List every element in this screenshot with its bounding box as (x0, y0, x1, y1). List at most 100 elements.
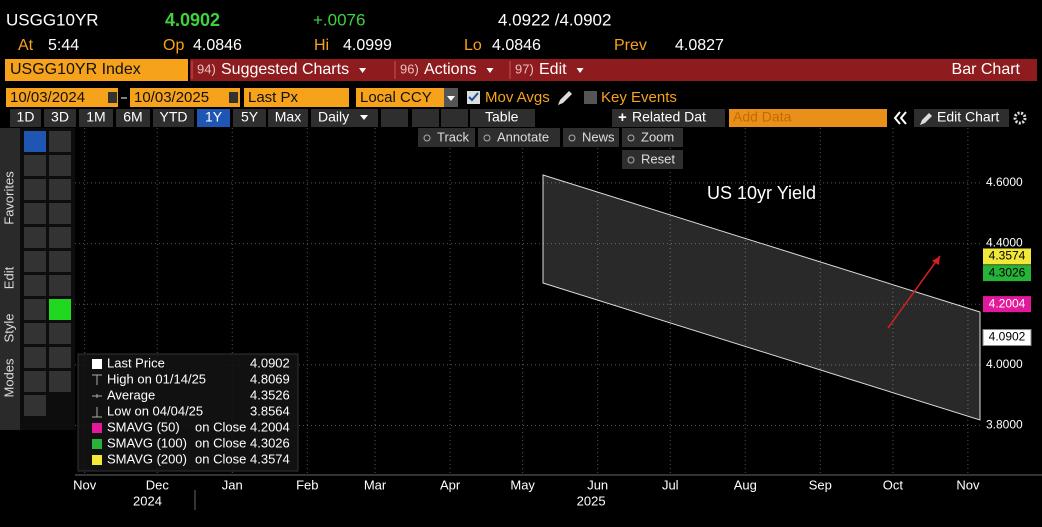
chart-tool-label[interactable]: Annotate (497, 129, 549, 144)
tool-button[interactable] (24, 155, 46, 176)
tool-button[interactable] (24, 179, 46, 200)
tool-button[interactable] (24, 251, 46, 272)
tool-icon[interactable] (412, 109, 439, 127)
tool-button[interactable] (49, 347, 71, 368)
menu-number[interactable]: 94) (197, 61, 216, 76)
year-label: 2025 (577, 493, 606, 508)
annotation: US 10yr Yield (707, 183, 816, 203)
period-button[interactable] (116, 109, 150, 127)
key-events-check[interactable] (584, 91, 597, 104)
chart-tool-label[interactable]: Reset (641, 151, 675, 166)
chart-tool[interactable] (563, 128, 619, 147)
sidebar-tab[interactable]: Modes (1, 358, 16, 398)
tool-button[interactable] (49, 131, 71, 152)
tool-button[interactable] (24, 275, 46, 296)
chart-tool[interactable] (622, 150, 683, 169)
legend-icon (92, 394, 102, 398)
frequency-button[interactable] (311, 109, 378, 127)
period-button[interactable] (44, 109, 76, 127)
tool-button[interactable] (49, 155, 71, 176)
tool-button[interactable] (24, 347, 46, 368)
legend-label: Low on 04/04/25 (107, 403, 203, 418)
menu-item[interactable]: Suggested Charts (221, 61, 349, 78)
currency-box[interactable] (356, 88, 445, 107)
value-tag (982, 329, 1032, 347)
sidebar-tab[interactable]: Edit (1, 266, 16, 289)
tool-button[interactable] (24, 299, 46, 320)
chart-tool-label[interactable]: Track (437, 129, 470, 144)
frequency[interactable]: Daily (318, 109, 349, 125)
add-data-input[interactable] (729, 109, 887, 127)
sidebar-tab[interactable]: Favorites (1, 171, 16, 225)
start-date-box[interactable] (6, 88, 118, 107)
tool-button[interactable] (49, 179, 71, 200)
edit-chart-button[interactable] (914, 109, 1009, 127)
period-label[interactable]: 3D (51, 109, 69, 125)
period-button[interactable] (197, 109, 230, 127)
end-date-box[interactable] (130, 88, 240, 107)
chart-tool[interactable] (418, 128, 475, 147)
start-date[interactable]: 10/03/2024 (10, 89, 85, 106)
table[interactable]: Table (485, 109, 519, 125)
tool-button[interactable] (49, 299, 71, 320)
period-button[interactable] (233, 109, 266, 127)
menu-number[interactable]: 96) (400, 61, 419, 76)
tool-button[interactable] (24, 323, 46, 344)
tool-button[interactable] (24, 371, 46, 392)
period-label[interactable]: Max (275, 109, 301, 125)
menu-number[interactable]: 97) (515, 61, 534, 76)
quote-label: At (18, 37, 34, 54)
related[interactable]: Related Dat (632, 109, 706, 125)
sidebar-tab[interactable]: Style (1, 314, 16, 343)
tool-button[interactable] (24, 131, 46, 152)
table-button[interactable] (470, 109, 535, 127)
tool-button[interactable] (24, 203, 46, 224)
x-tick-label: Mar (364, 477, 387, 492)
quote-label: Op (163, 37, 184, 54)
currency[interactable]: Local CCY (360, 89, 432, 106)
tool-icon (568, 134, 576, 142)
chart-tool[interactable] (478, 128, 560, 147)
tool-button[interactable] (49, 371, 71, 392)
quote-label: Hi (314, 37, 329, 54)
period-label[interactable]: 5Y (241, 109, 259, 125)
chart-tool[interactable] (622, 128, 683, 147)
legend-label: Average (107, 387, 155, 402)
chart-tool-label[interactable]: Zoom (641, 129, 674, 144)
menu-item[interactable]: Edit (539, 61, 567, 78)
period-button[interactable] (268, 109, 308, 127)
tool-button[interactable] (49, 275, 71, 296)
field[interactable]: Last Px (248, 89, 299, 106)
period-button[interactable] (10, 109, 41, 127)
period-label[interactable]: 1Y (205, 109, 223, 125)
period-label[interactable]: YTD (160, 109, 188, 125)
period-button[interactable] (79, 109, 113, 127)
value-tag (983, 296, 1031, 313)
security-box[interactable] (5, 59, 188, 81)
period-label[interactable]: 6M (123, 109, 142, 125)
tool-button[interactable] (49, 227, 71, 248)
period-button[interactable] (153, 109, 194, 127)
tool-button[interactable] (49, 323, 71, 344)
tool-button[interactable] (24, 227, 46, 248)
period-label[interactable]: 1D (17, 109, 35, 125)
legend-label: High on 01/14/25 (107, 371, 206, 386)
chart-tool-label[interactable]: News (582, 129, 615, 144)
legend-icon (92, 407, 102, 418)
edit-chart[interactable]: Edit Chart (937, 109, 999, 125)
period-label[interactable]: 1M (86, 109, 105, 125)
menu-item[interactable]: Actions (424, 61, 476, 78)
tool-button[interactable] (49, 251, 71, 272)
legend-swatch (92, 439, 102, 449)
tool-icon[interactable] (441, 109, 468, 127)
field-box[interactable] (244, 88, 349, 107)
tool-icon[interactable] (381, 109, 408, 127)
x-tick-label: Sep (809, 477, 832, 492)
legend-icon (92, 374, 102, 385)
related-button[interactable] (612, 109, 725, 127)
end-date[interactable]: 10/03/2025 (134, 89, 209, 106)
tool-button[interactable] (49, 203, 71, 224)
tool-button[interactable] (24, 395, 46, 416)
mov-avgs-label: Mov Avgs (485, 89, 550, 106)
add-data[interactable]: Add Data (733, 109, 792, 125)
